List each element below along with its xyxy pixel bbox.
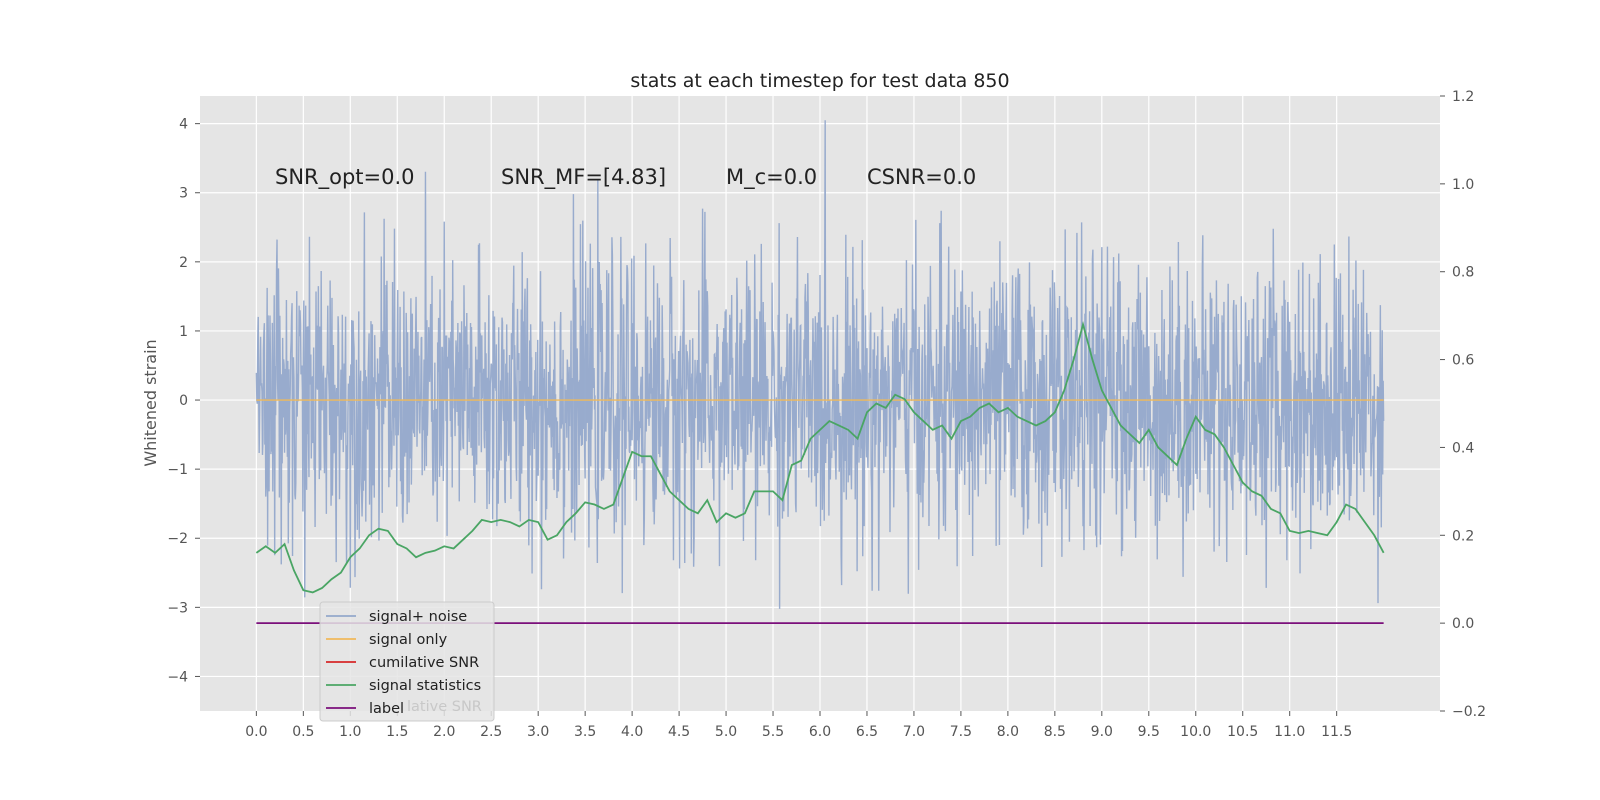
x-tick-label: 8.0 — [997, 724, 1019, 740]
x-tick-label: 11.5 — [1321, 724, 1352, 740]
legend-label: signal statistics — [369, 678, 481, 694]
y2-tick-label: 0.0 — [1452, 616, 1474, 632]
x-tick-label: 11.0 — [1274, 724, 1305, 740]
x-tick-label: 1.5 — [386, 724, 408, 740]
x-tick-label: 2.0 — [433, 724, 455, 740]
x-tick-label: 0.5 — [292, 724, 314, 740]
x-tick-label: 9.5 — [1138, 724, 1160, 740]
y2-tick-label: −0.2 — [1452, 704, 1486, 720]
x-tick-label: 9.0 — [1091, 724, 1113, 740]
y2-tick-label: 0.4 — [1452, 440, 1474, 456]
y2-tick-label: 0.6 — [1452, 353, 1474, 369]
series-signal-noise — [255, 120, 1385, 609]
x-tick-label: 5.5 — [762, 724, 784, 740]
x-tick-label: 7.5 — [950, 724, 972, 740]
legend-hidden-fragment: lative SNR — [407, 699, 482, 715]
y-axis-label: Whitened strain — [141, 339, 160, 466]
y-axis-right: −0.2 0.0 0.2 0.4 0.6 0.8 1.0 1.2 — [1440, 89, 1486, 720]
y-tick-label: 4 — [179, 117, 188, 133]
x-tick-label: 5.0 — [715, 724, 737, 740]
x-tick-label: 6.0 — [809, 724, 831, 740]
x-tick-label: 8.5 — [1044, 724, 1066, 740]
x-tick-label: 1.0 — [339, 724, 361, 740]
y2-tick-label: 1.0 — [1452, 177, 1474, 193]
y-tick-label: −4 — [167, 669, 188, 685]
annotation-mc: M_c=0.0 — [726, 165, 817, 190]
y-tick-label: −2 — [167, 531, 188, 547]
x-tick-label: 4.5 — [668, 724, 690, 740]
x-tick-label: 7.0 — [903, 724, 925, 740]
y-tick-label: −3 — [167, 600, 188, 616]
x-tick-label: 6.5 — [856, 724, 878, 740]
y2-tick-label: 0.2 — [1452, 528, 1474, 544]
y-tick-label: 2 — [179, 255, 188, 271]
series-signal-statistics — [255, 320, 1385, 594]
x-axis: 0.0 0.5 1.0 1.5 2.0 2.5 3.0 3.5 4.0 4.5 5.0 5.5 6.0 6… — [245, 711, 1352, 740]
legend-box — [319, 601, 495, 722]
x-tick-label: 4.0 — [621, 724, 643, 740]
y-tick-label: −1 — [167, 462, 188, 478]
legend-label: label — [369, 701, 404, 717]
x-tick-label: 0.0 — [245, 724, 267, 740]
annotation-csnr: CSNR=0.0 — [867, 165, 976, 189]
x-tick-label: 10.5 — [1227, 724, 1258, 740]
x-tick-label: 10.0 — [1180, 724, 1211, 740]
legend-label: signal only — [369, 632, 448, 648]
x-tick-label: 3.0 — [527, 724, 549, 740]
x-tick-label: 3.5 — [574, 724, 596, 740]
y-tick-label: 0 — [179, 393, 188, 409]
annotation-snr-mf: SNR_MF=[4.83] — [501, 165, 666, 190]
y-tick-label: 3 — [179, 186, 188, 202]
y-tick-label: 1 — [179, 324, 188, 340]
legend-label: signal+ noise — [369, 609, 467, 625]
x-tick-label: 2.5 — [480, 724, 502, 740]
legend-items: signal+ noise signal only cumilative SNR si… — [326, 609, 481, 717]
legend-label: cumilative SNR — [369, 655, 479, 671]
y2-tick-label: 0.8 — [1452, 265, 1474, 281]
y-axis-left: −4 −3 −2 −1 0 1 2 3 4 — [167, 117, 200, 685]
legend: lative SNR signal+ noise signal only cumil… — [319, 601, 495, 722]
annotation-snr-opt: SNR_opt=0.0 — [275, 165, 415, 190]
chart-title: stats at each timestep for test data 850 — [630, 70, 1009, 92]
y2-tick-label: 1.2 — [1452, 89, 1474, 105]
